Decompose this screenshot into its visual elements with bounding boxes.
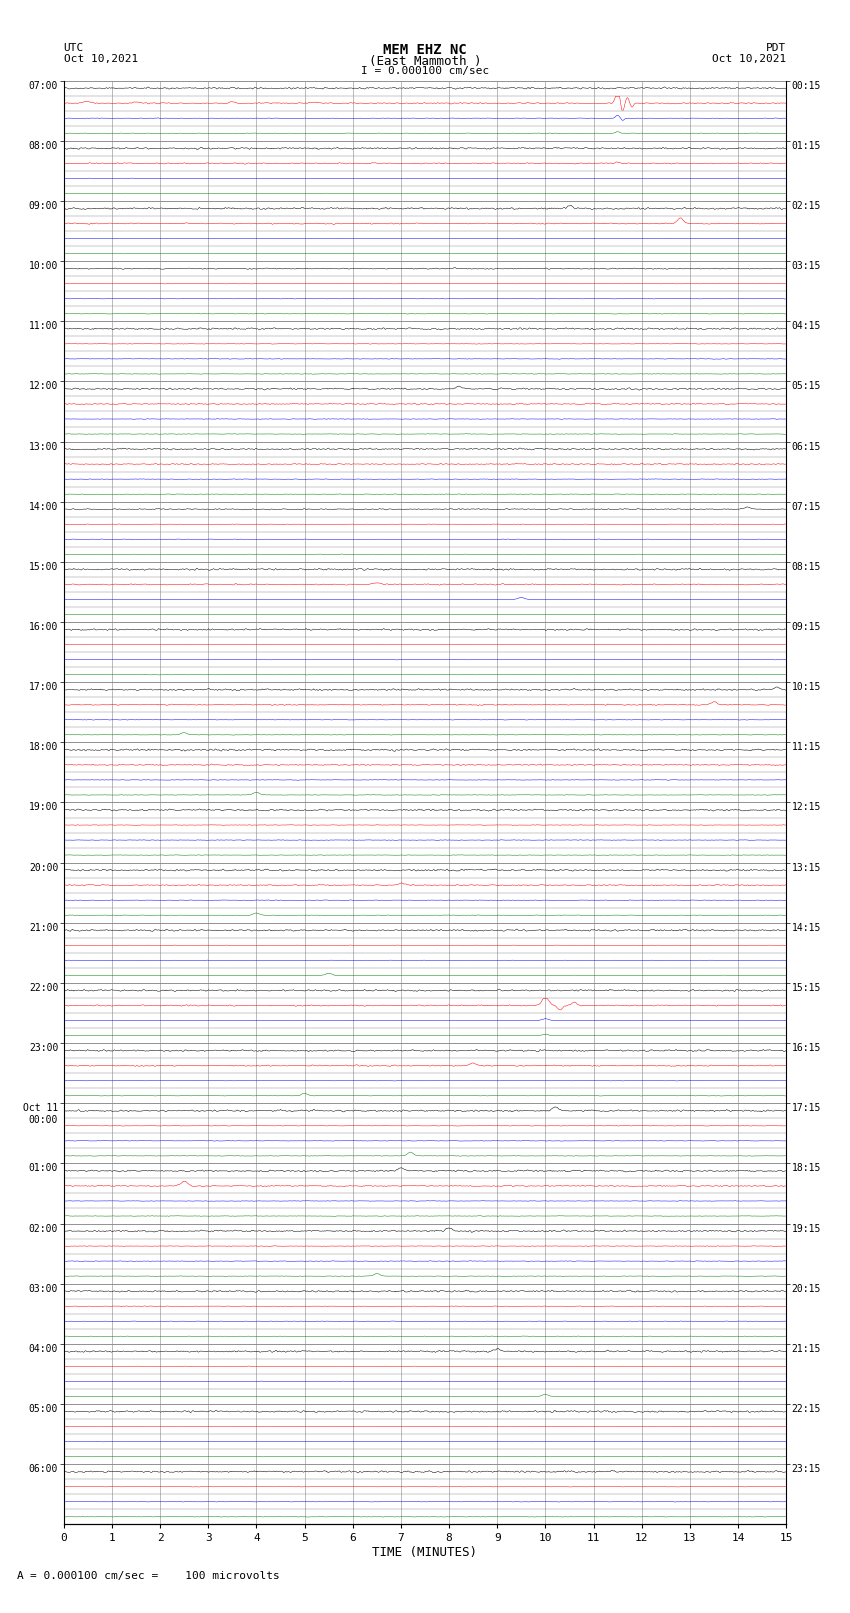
Text: UTC: UTC (64, 44, 84, 53)
Text: I = 0.000100 cm/sec: I = 0.000100 cm/sec (361, 66, 489, 76)
Text: = 0.000100 cm/sec =    100 microvolts: = 0.000100 cm/sec = 100 microvolts (30, 1571, 280, 1581)
X-axis label: TIME (MINUTES): TIME (MINUTES) (372, 1547, 478, 1560)
Text: A: A (17, 1571, 24, 1581)
Text: Oct 10,2021: Oct 10,2021 (64, 53, 138, 65)
Text: Oct 10,2021: Oct 10,2021 (712, 53, 786, 65)
Text: MEM EHZ NC: MEM EHZ NC (383, 44, 467, 56)
Text: (East Mammoth ): (East Mammoth ) (369, 55, 481, 68)
Text: PDT: PDT (766, 44, 786, 53)
